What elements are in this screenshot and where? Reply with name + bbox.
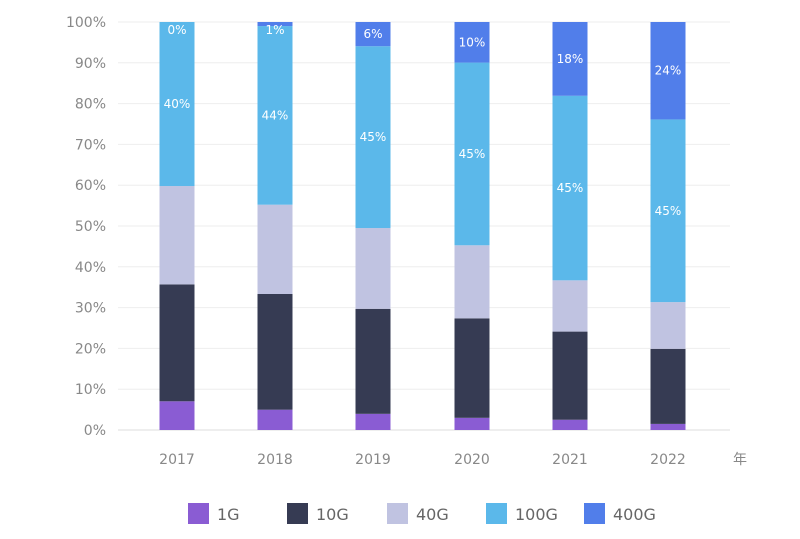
legend-item-400G[interactable]: 400G [584,503,656,524]
data-label-400G-2021: 18% [557,52,584,66]
x-axis-unit-label: 年 [733,452,747,468]
legend-swatch [584,503,605,524]
bar-segment-40G-2019 [355,228,391,309]
bar-segment-1G-2021 [552,419,588,430]
y-tick-label: 80% [75,97,106,113]
y-tick-label: 20% [75,341,106,357]
bar-segment-400G-2022 [650,22,686,120]
x-tick-label: 2018 [257,452,293,468]
data-label-400G-2018: 1% [265,23,284,37]
bar-segment-100G-2022 [650,119,686,303]
legend-swatch [188,503,209,524]
data-label-400G-2017: 0% [167,23,186,37]
legend-item-100G[interactable]: 100G [486,503,558,524]
data-label-100G-2021: 45% [557,181,584,195]
legend-item-1G[interactable]: 1G [188,503,240,524]
legend-item-40G[interactable]: 40G [387,503,449,524]
bar-segment-10G-2019 [355,308,391,414]
bar-segment-40G-2022 [650,302,686,349]
bar-segment-10G-2021 [552,331,588,420]
bar-segment-10G-2017 [159,284,195,402]
bar-segment-40G-2017 [159,186,195,285]
x-tick-label: 2020 [454,452,490,468]
bar-segment-400G-2021 [552,22,588,96]
bar-segment-10G-2020 [454,318,490,418]
bar-segment-40G-2020 [454,245,490,319]
data-label-100G-2022: 45% [655,204,682,218]
legend-label: 400G [613,505,656,524]
y-axis: 0% 10% 20% 30% 40% 50% 60% 70% 80% 90% 100% [66,15,106,439]
data-label-400G-2022: 24% [655,64,682,78]
x-tick-label: 2017 [159,452,195,468]
bar-segment-1G-2018 [257,409,293,430]
bar-segment-400G-2019 [355,22,391,47]
bar-segment-40G-2021 [552,280,588,332]
legend-label: 10G [316,505,349,524]
bar-segment-400G-2018 [257,22,293,27]
data-label-400G-2020: 10% [459,35,486,49]
bar-segment-100G-2019 [355,46,391,229]
x-tick-label: 2021 [552,452,588,468]
y-tick-label: 100% [66,15,106,31]
bar-segment-100G-2021 [552,95,588,281]
data-label-100G-2019: 45% [360,130,387,144]
y-tick-label: 50% [75,219,106,235]
data-label-100G-2017: 40% [164,97,191,111]
bar-segment-1G-2022 [650,423,686,430]
bars: 40% 0% 44% 1% 45% 6% 45% 10% 45% 18% 45% 24% [159,22,686,430]
y-tick-label: 0% [84,423,106,439]
bar-segment-10G-2022 [650,348,686,424]
bar-segment-100G-2018 [257,26,293,205]
bar-segment-100G-2017 [159,22,195,187]
x-axis: 2017 2018 2019 2020 2021 2022 [159,452,686,468]
legend-swatch [486,503,507,524]
legend-swatch [287,503,308,524]
bar-segment-10G-2018 [257,294,293,410]
bar-segment-1G-2019 [355,413,391,430]
gridlines [118,21,730,431]
legend-swatch [387,503,408,524]
bar-segment-400G-2020 [454,22,490,63]
legend-label: 1G [217,505,240,524]
bar-segment-40G-2018 [257,204,293,294]
bar-segment-100G-2020 [454,62,490,246]
legend-label: 100G [515,505,558,524]
y-tick-label: 70% [75,137,106,153]
x-tick-label: 2019 [355,452,391,468]
legend-label: 40G [416,505,449,524]
bar-segment-1G-2020 [454,417,490,430]
y-tick-label: 90% [75,56,106,72]
y-tick-label: 60% [75,178,106,194]
y-tick-label: 40% [75,260,106,276]
y-tick-label: 10% [75,382,106,398]
data-label-400G-2019: 6% [363,27,382,41]
legend: 1G 10G 40G 100G 400G [188,503,656,524]
x-tick-label: 2022 [650,452,686,468]
bar-segment-1G-2017 [159,401,195,430]
legend-item-10G[interactable]: 10G [287,503,349,524]
y-tick-label: 30% [75,301,106,317]
data-label-100G-2018: 44% [262,108,289,122]
data-label-100G-2020: 45% [459,147,486,161]
